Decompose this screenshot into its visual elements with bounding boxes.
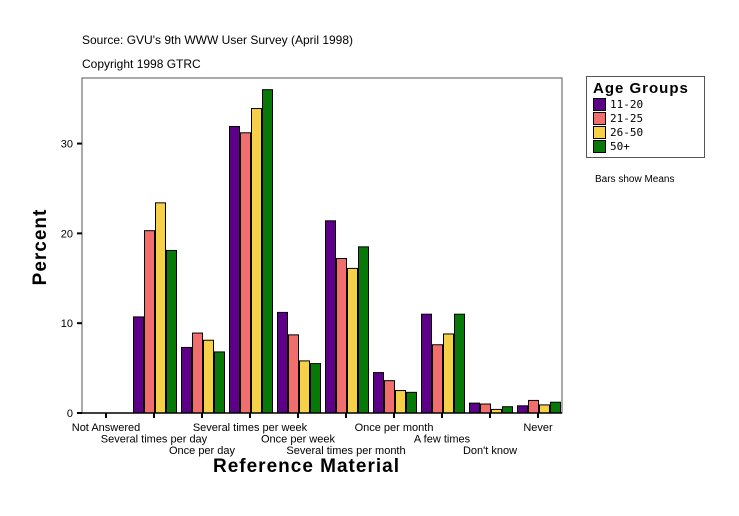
legend: Age Groups 11-20 21-25 26-50 50+ xyxy=(586,76,705,158)
legend-item: 11-20 xyxy=(593,97,704,111)
bar-50+ xyxy=(358,246,369,414)
legend-label: 50+ xyxy=(610,139,630,153)
bars-note: Bars show Means xyxy=(595,174,675,185)
bar-21-25 xyxy=(384,380,395,414)
legend-label: 26-50 xyxy=(610,125,644,139)
x-tick-label: Several times per week xyxy=(193,422,308,434)
y-tick-label: 0 xyxy=(67,408,73,420)
bar-11-20 xyxy=(229,125,240,414)
legend-label: 11-20 xyxy=(610,97,644,111)
bar-21-25 xyxy=(432,344,443,414)
x-tick-label: Once per month xyxy=(355,422,434,434)
bar-21-25 xyxy=(288,334,299,414)
legend-item: 26-50 xyxy=(593,125,704,139)
x-tick-label: Once per day xyxy=(169,445,236,457)
bar-50+ xyxy=(214,351,225,414)
bar-11-20 xyxy=(325,220,336,414)
legend-swatch xyxy=(593,125,606,139)
bar-21-25 xyxy=(336,258,347,414)
x-axis-label: Reference Material xyxy=(213,456,400,477)
bar-50+ xyxy=(550,401,561,414)
legend-swatch xyxy=(593,139,606,153)
bar-50+ xyxy=(502,406,513,414)
y-axis-label: Percent xyxy=(30,208,51,286)
copyright-text: Copyright 1998 GTRC xyxy=(82,57,201,71)
bar-21-25 xyxy=(144,230,155,414)
y-tick-label: 30 xyxy=(61,139,73,151)
x-tick-label: Never xyxy=(523,422,553,434)
y-tick-label: 20 xyxy=(61,228,73,240)
source-text: Source: GVU's 9th WWW User Survey (April… xyxy=(82,33,354,47)
bar-26-50 xyxy=(251,108,262,414)
bar-21-25 xyxy=(528,399,539,414)
bar-11-20 xyxy=(133,316,144,414)
bar-11-20 xyxy=(517,405,528,414)
bar-26-50 xyxy=(299,360,310,414)
x-tick-label: Several times per month xyxy=(286,445,405,457)
bar-11-20 xyxy=(373,372,384,414)
x-tick-label: Once per week xyxy=(261,434,335,446)
bar-50+ xyxy=(406,391,417,414)
bar-21-25 xyxy=(480,403,491,414)
legend-item: 21-25 xyxy=(593,111,704,125)
legend-swatch xyxy=(593,97,606,111)
bar-11-20 xyxy=(469,402,480,414)
bar-21-25 xyxy=(192,332,203,414)
bar-50+ xyxy=(166,249,177,414)
bar-26-50 xyxy=(347,267,358,414)
legend-item: 50+ xyxy=(593,139,704,153)
legend-swatch xyxy=(593,111,606,125)
bar-26-50 xyxy=(539,404,550,414)
bar-50+ xyxy=(454,313,465,414)
x-tick-label: Don't know xyxy=(463,445,517,457)
x-tick-label: Not Answered xyxy=(72,422,140,434)
bar-21-25 xyxy=(240,132,251,414)
bar-26-50 xyxy=(395,390,406,414)
bar-26-50 xyxy=(443,333,454,414)
x-tick-label: A few times xyxy=(414,434,471,446)
legend-label: 21-25 xyxy=(610,111,644,125)
bar-11-20 xyxy=(421,313,432,414)
bar-26-50 xyxy=(203,339,214,414)
bar-11-20 xyxy=(277,311,288,414)
y-tick-label: 10 xyxy=(61,318,73,330)
bar-50+ xyxy=(310,363,321,414)
bar-26-50 xyxy=(155,202,166,414)
legend-title: Age Groups xyxy=(593,80,689,97)
x-tick-label: Several times per day xyxy=(101,434,208,446)
bar-11-20 xyxy=(181,346,192,414)
bar-50+ xyxy=(262,89,273,414)
